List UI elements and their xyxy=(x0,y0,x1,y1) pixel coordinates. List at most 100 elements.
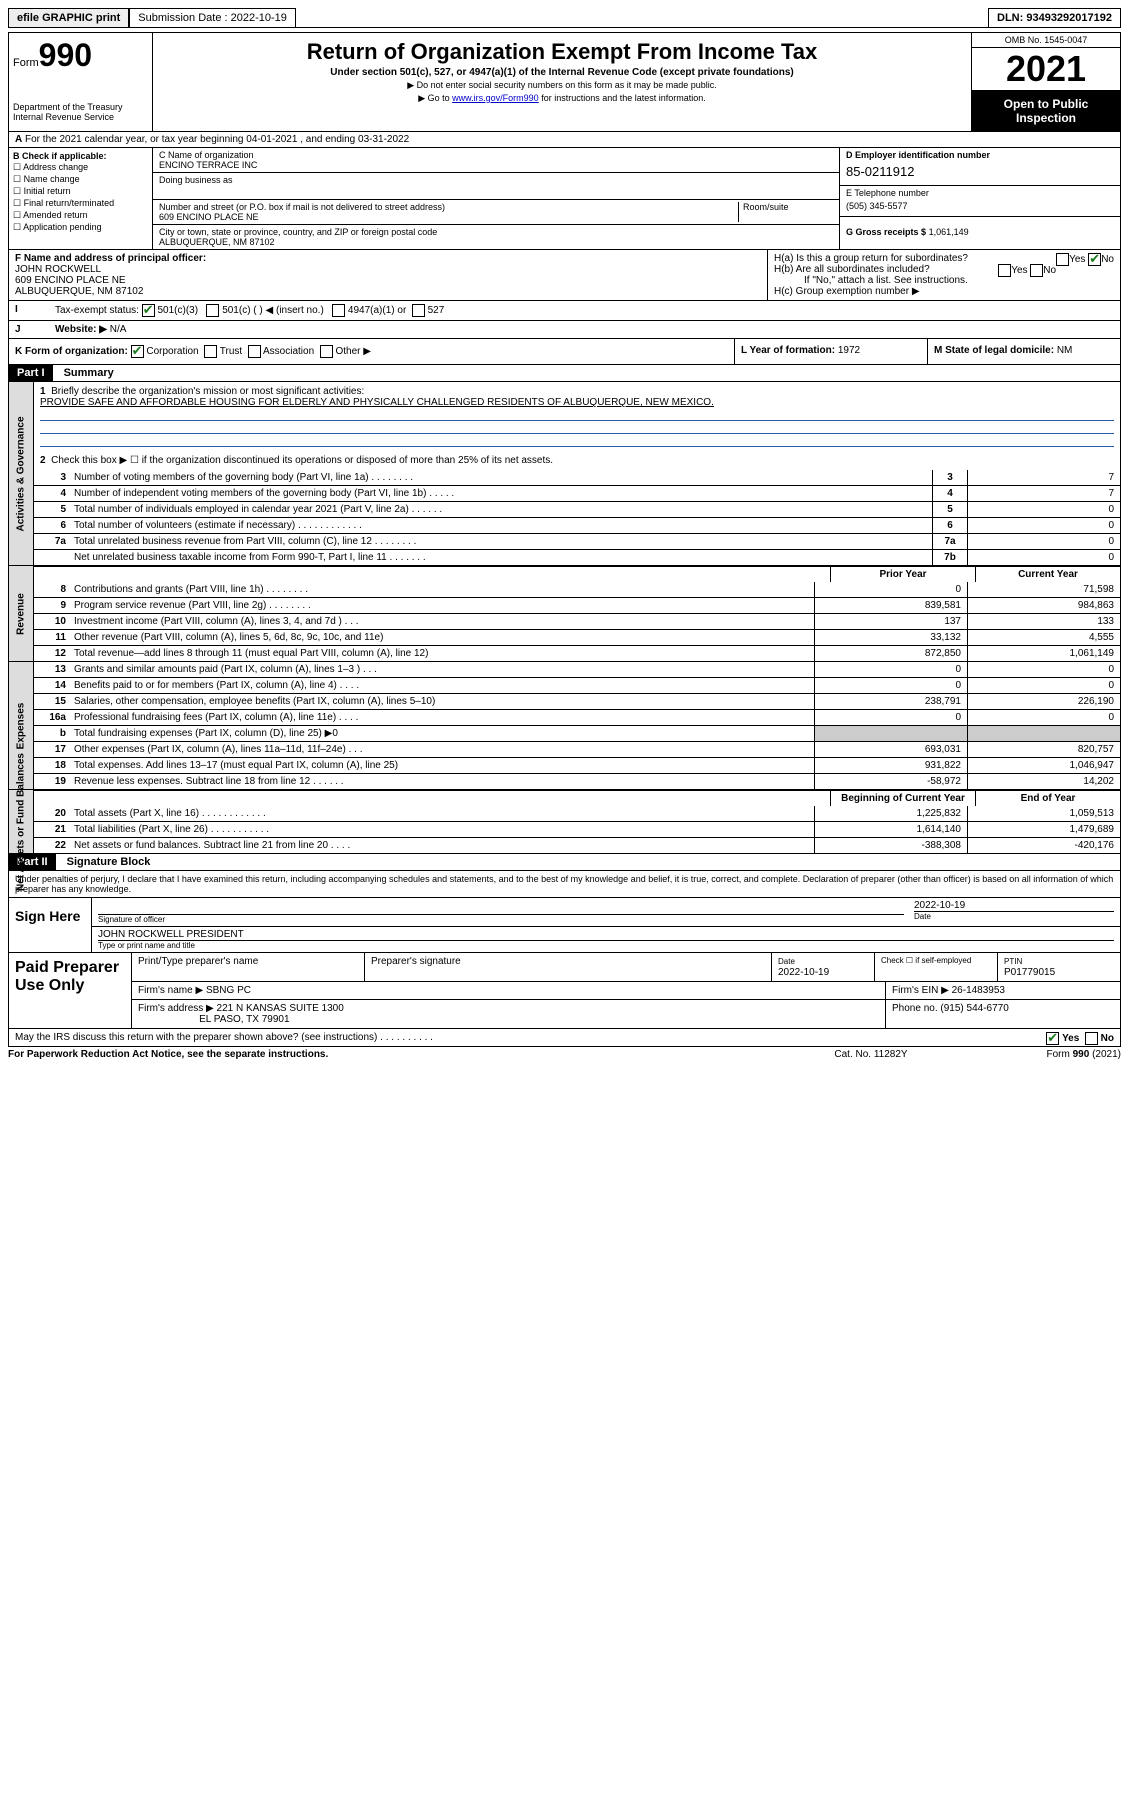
chk-527[interactable] xyxy=(412,304,425,317)
line-val: 0 xyxy=(967,550,1120,565)
current-val: 0 xyxy=(967,678,1120,693)
paid-preparer-block: Paid Preparer Use Only Print/Type prepar… xyxy=(8,953,1121,1029)
gov-block: Activities & Governance 1 Briefly descri… xyxy=(8,382,1121,566)
rev-body: Prior Year Current Year 8 Contributions … xyxy=(34,566,1120,661)
line-box: 4 xyxy=(932,486,967,501)
chk-final-lbl: Final return/terminated xyxy=(24,198,115,208)
prior-val: 0 xyxy=(814,678,967,693)
current-val: -420,176 xyxy=(967,838,1120,853)
irs-label: Internal Revenue Service xyxy=(13,112,148,122)
firm-addr1: 221 N KANSAS SUITE 1300 xyxy=(217,1003,344,1014)
Hb-no[interactable] xyxy=(1030,264,1043,277)
tab-netassets: Net Assets or Fund Balances xyxy=(9,790,34,853)
table-row: 22 Net assets or fund balances. Subtract… xyxy=(34,837,1120,853)
chk-4947[interactable] xyxy=(332,304,345,317)
chk-other[interactable] xyxy=(320,345,333,358)
sig-date-lbl: Date xyxy=(914,912,1114,921)
table-row: 17 Other expenses (Part IX, column (A), … xyxy=(34,741,1120,757)
officer-name: JOHN ROCKWELL xyxy=(15,264,761,275)
prior-val: 693,031 xyxy=(814,742,967,757)
prior-val: 0 xyxy=(814,662,967,677)
line-num: 20 xyxy=(34,806,70,821)
Ha-yes[interactable] xyxy=(1056,253,1069,266)
form990-link[interactable]: www.irs.gov/Form990 xyxy=(452,93,539,103)
street-lbl: Number and street (or P.O. box if mail i… xyxy=(159,202,738,212)
firm-phone: (915) 544-6770 xyxy=(940,1003,1008,1014)
gov-body: 1 Briefly describe the organization's mi… xyxy=(34,382,1120,565)
current-val: 0 xyxy=(967,662,1120,677)
M-lbl: M State of legal domicile: xyxy=(934,345,1054,356)
chk-501c3[interactable] xyxy=(142,304,155,317)
col-B: B Check if applicable: ☐ Address change … xyxy=(9,148,153,249)
sig-officer-row: Signature of officer 2022-10-19 Date xyxy=(92,898,1120,927)
ptin-val: P01779015 xyxy=(1004,967,1055,978)
firm-name: SBNG PC xyxy=(206,985,251,996)
chk-trust[interactable] xyxy=(204,345,217,358)
prior-val xyxy=(814,726,967,741)
current-val: 1,061,149 xyxy=(967,646,1120,661)
opt-corp: Corporation xyxy=(146,346,198,357)
line-lbl: Total fundraising expenses (Part IX, col… xyxy=(70,726,814,741)
chk-pending[interactable]: ☐ Application pending xyxy=(13,222,148,233)
current-val: 1,059,513 xyxy=(967,806,1120,821)
Hc-lbl: H(c) Group exemption number ▶ xyxy=(774,286,1114,297)
line-2: 2 Check this box ▶ ☐ if the organization… xyxy=(34,451,1120,470)
org-name: ENCINO TERRACE INC xyxy=(159,160,833,170)
note-link: ▶ Go to www.irs.gov/Form990 for instruct… xyxy=(159,93,965,104)
line-lbl: Number of voting members of the governin… xyxy=(70,470,932,485)
opt-trust: Trust xyxy=(220,346,242,357)
chk-501c[interactable] xyxy=(206,304,219,317)
chk-name[interactable]: ☐ Name change xyxy=(13,174,148,185)
c-dba-row: Doing business as xyxy=(153,173,839,200)
Hb-yes[interactable] xyxy=(998,264,1011,277)
paid-row3: Firm's address ▶ 221 N KANSAS SUITE 1300… xyxy=(132,1000,1120,1028)
table-row: 20 Total assets (Part X, line 16) . . . … xyxy=(34,806,1120,821)
line-num xyxy=(34,550,70,565)
gov-line: 4 Number of independent voting members o… xyxy=(34,485,1120,501)
efile-print-button[interactable]: efile GRAPHIC print xyxy=(8,8,129,28)
c-city-row: City or town, state or province, country… xyxy=(153,225,839,249)
opt-4947: 4947(a)(1) or xyxy=(348,305,406,316)
line-num: 5 xyxy=(34,502,70,517)
col-F: F Name and address of principal officer:… xyxy=(9,250,767,300)
prior-val: 931,822 xyxy=(814,758,967,773)
may-text: May the IRS discuss this return with the… xyxy=(15,1032,433,1043)
na-block: Net Assets or Fund Balances Beginning of… xyxy=(8,790,1121,854)
penalty-text: Under penalties of perjury, I declare th… xyxy=(9,871,1120,898)
self-emp-lbl: Check ☐ if self-employed xyxy=(875,953,998,981)
chk-amended[interactable]: ☐ Amended return xyxy=(13,210,148,221)
firm-ein-lbl: Firm's EIN ▶ xyxy=(892,985,949,996)
current-val: 0 xyxy=(967,710,1120,725)
line-num: 22 xyxy=(34,838,70,853)
chk-address[interactable]: ☐ Address change xyxy=(13,162,148,173)
chk-amended-lbl: Amended return xyxy=(23,210,88,220)
line-lbl: Total number of individuals employed in … xyxy=(70,502,932,517)
chk-final[interactable]: ☐ Final return/terminated xyxy=(13,198,148,209)
header-right: OMB No. 1545-0047 2021 Open to Public In… xyxy=(971,33,1120,131)
may-yes[interactable] xyxy=(1046,1032,1059,1045)
exp-body: 13 Grants and similar amounts paid (Part… xyxy=(34,662,1120,789)
chk-assoc[interactable] xyxy=(248,345,261,358)
no-lbl: No xyxy=(1101,254,1114,265)
chk-initial[interactable]: ☐ Initial return xyxy=(13,186,148,197)
sig-name-lbl: Type or print name and title xyxy=(98,941,1114,950)
may-no[interactable] xyxy=(1085,1032,1098,1045)
prior-val: 872,850 xyxy=(814,646,967,661)
sig-name-row: JOHN ROCKWELL PRESIDENT Type or print na… xyxy=(92,927,1120,952)
opt-501c3: 501(c)(3) xyxy=(157,305,198,316)
gov-line: 5 Total number of individuals employed i… xyxy=(34,501,1120,517)
Ha-no[interactable] xyxy=(1088,253,1101,266)
rev-hdr: Prior Year Current Year xyxy=(34,566,1120,582)
line-num: 10 xyxy=(34,614,70,629)
line-1: 1 Briefly describe the organization's mi… xyxy=(34,382,1120,451)
I-mark: I xyxy=(9,301,49,320)
city-lbl: City or town, state or province, country… xyxy=(159,227,833,237)
opt-527: 527 xyxy=(428,305,445,316)
K-lbl: K Form of organization: xyxy=(15,346,128,357)
Ha: H(a) Is this a group return for subordin… xyxy=(774,253,1114,264)
tab-revenue: Revenue xyxy=(9,566,34,661)
chk-corp[interactable] xyxy=(131,345,144,358)
na-hdr: Beginning of Current Year End of Year xyxy=(34,790,1120,806)
prior-val: 1,225,832 xyxy=(814,806,967,821)
line-lbl: Professional fundraising fees (Part IX, … xyxy=(70,710,814,725)
